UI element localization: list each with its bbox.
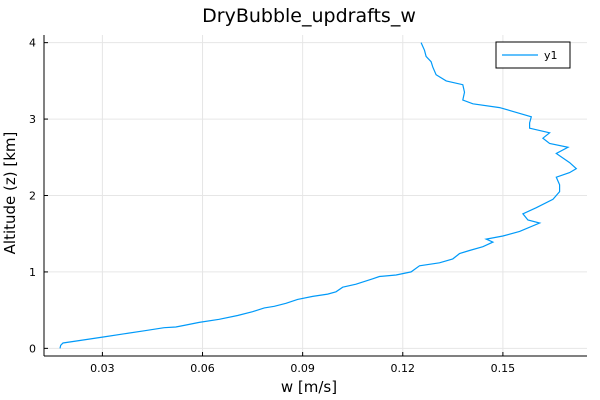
y-ticks: 0 1 2 3 4 [29,37,48,355]
x-axis-label: w [m/s] [281,378,337,396]
y-tick-label: 1 [29,266,36,279]
x-ticks: 0.03 0.06 0.09 0.12 0.15 [90,352,515,375]
x-tick-label: 0.12 [391,362,416,375]
legend: y1 [495,41,571,69]
y-tick-label: 0 [29,342,36,355]
x-tick-label: 0.15 [491,362,516,375]
series-line-y1 [59,42,578,349]
y-axis-label: Altitude (z) [km] [1,132,19,255]
y-tick-label: 4 [29,37,36,50]
x-tick-label: 0.06 [190,362,215,375]
y-tick-label: 2 [29,190,36,203]
grid-lines [44,35,587,356]
legend-label-y1: y1 [544,49,558,62]
y-tick-label: 3 [29,113,36,126]
chart-title: DryBubble_updrafts_w [202,5,416,27]
x-tick-label: 0.09 [290,362,315,375]
x-tick-label: 0.03 [90,362,115,375]
